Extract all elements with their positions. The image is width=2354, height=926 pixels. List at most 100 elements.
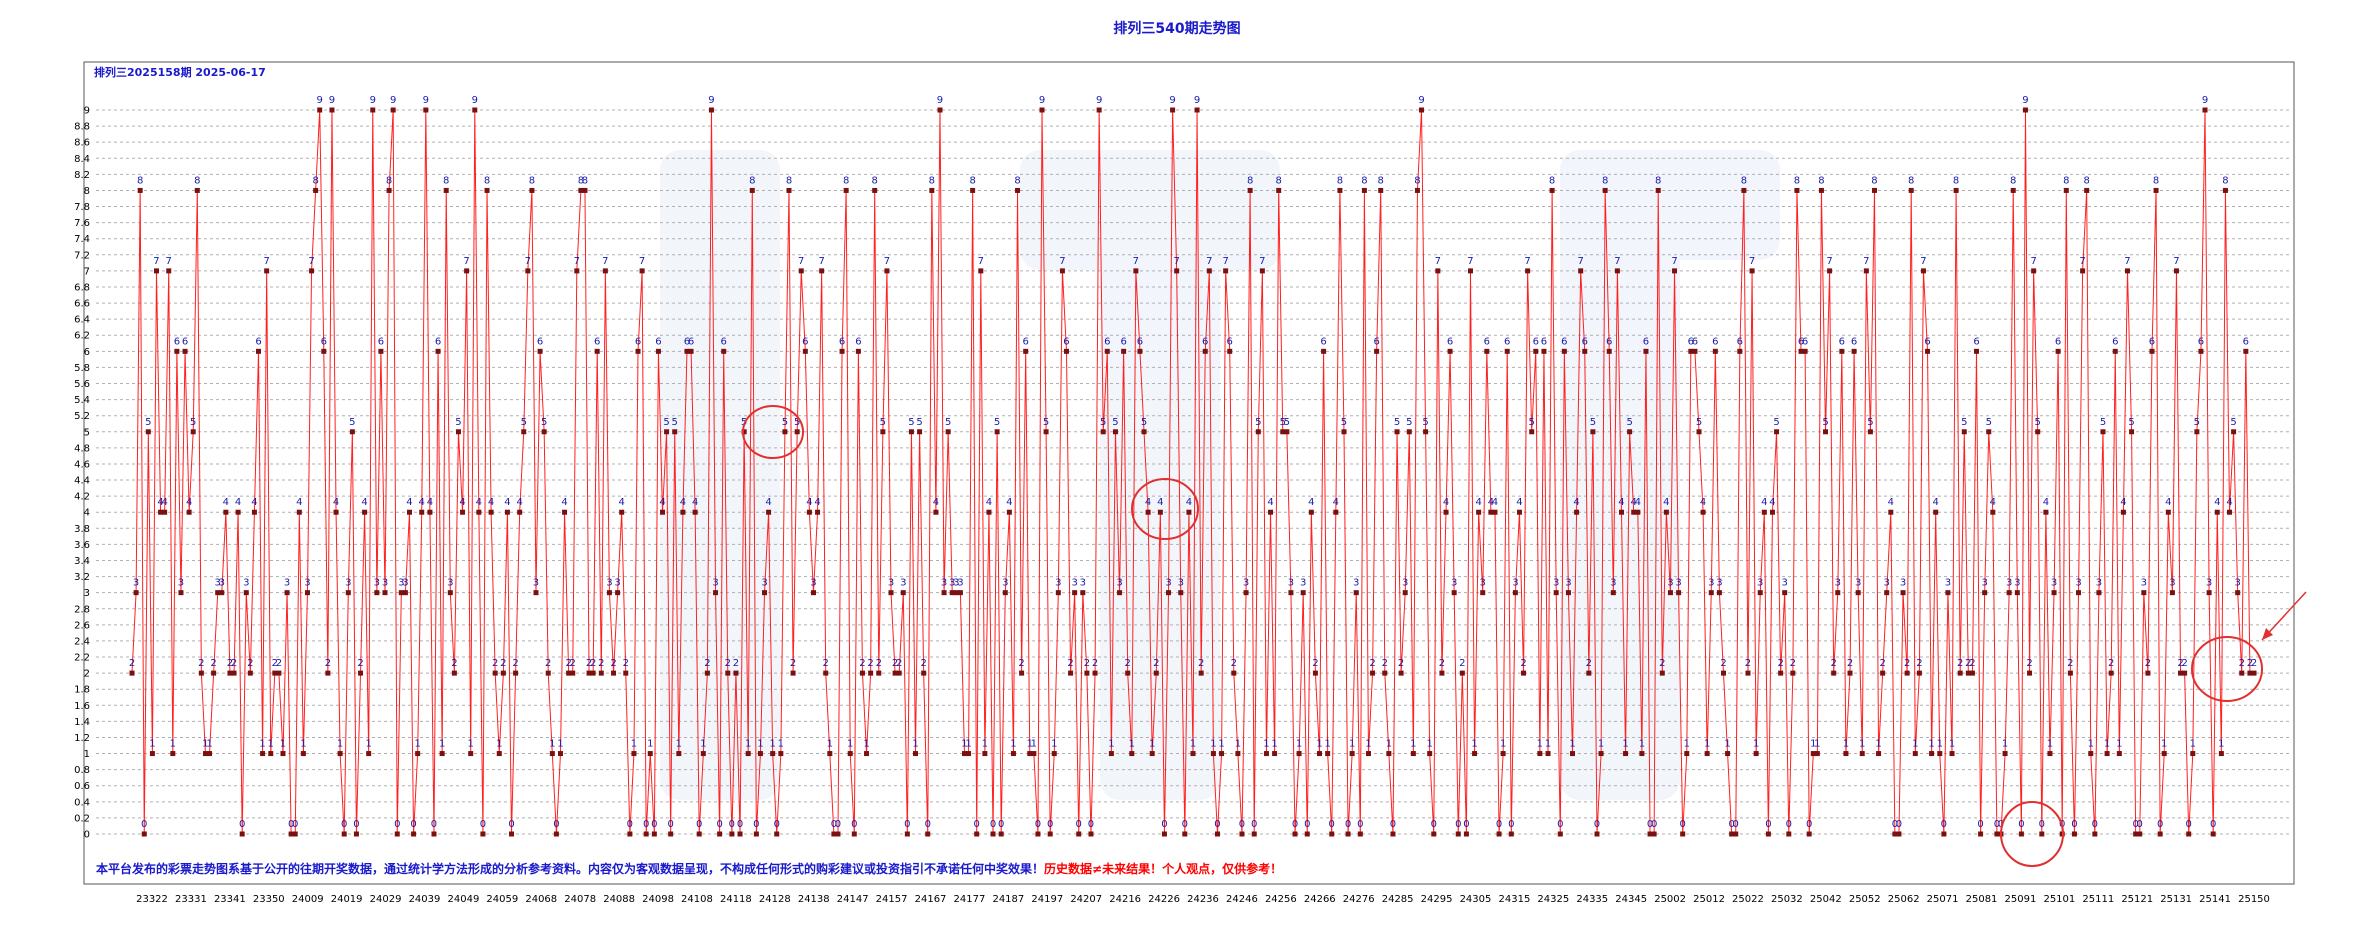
data-label: 2 (227, 658, 233, 669)
data-label: 5 (1394, 417, 1400, 428)
data-label: 0 (974, 819, 980, 830)
data-point (1341, 429, 1347, 435)
data-label: 0 (2157, 819, 2163, 830)
data-point (1259, 268, 1265, 274)
data-point (2002, 751, 2008, 757)
data-label: 1 (1365, 739, 1371, 750)
data-point (447, 590, 453, 596)
data-point (1027, 751, 1033, 757)
data-label: 7 (263, 256, 269, 267)
data-point (1439, 670, 1445, 676)
data-point (1659, 670, 1665, 676)
data-label: 0 (1251, 819, 1257, 830)
data-point (1398, 670, 1404, 676)
data-point (2116, 751, 2122, 757)
data-point (806, 509, 812, 515)
data-point (1680, 831, 1686, 837)
data-label: 5 (2035, 417, 2041, 428)
data-point (2194, 429, 2200, 435)
data-point (1606, 348, 1612, 354)
data-label: 7 (818, 256, 824, 267)
data-label: 3 (1675, 578, 1681, 589)
data-label: 8 (1908, 175, 1914, 186)
data-point (2161, 751, 2167, 757)
data-point (961, 751, 967, 757)
data-point (953, 590, 959, 596)
data-point (2076, 590, 2082, 596)
data-label: 8 (443, 175, 449, 186)
data-label: 4 (1635, 497, 1641, 508)
data-label: 0 (651, 819, 657, 830)
data-point (1733, 831, 1739, 837)
data-point (227, 670, 233, 676)
data-point (1590, 429, 1596, 435)
data-point (1153, 670, 1159, 676)
data-label: 4 (1443, 497, 1449, 508)
data-label: 3 (606, 578, 612, 589)
data-point (2239, 670, 2245, 676)
data-point (1741, 187, 1747, 193)
data-label: 2 (198, 658, 204, 669)
data-point (892, 670, 898, 676)
data-label: 1 (557, 739, 563, 750)
data-label: 3 (1055, 578, 1061, 589)
data-label: 1 (149, 739, 155, 750)
data-point (684, 348, 690, 354)
data-label: 1 (676, 739, 682, 750)
data-label: 1 (1051, 739, 1057, 750)
x-tick-label: 24246 (1226, 894, 1258, 905)
data-point (1570, 751, 1576, 757)
data-point (1965, 670, 1971, 676)
x-tick-label: 24256 (1265, 894, 1297, 905)
data-point (692, 509, 698, 515)
data-point (749, 187, 755, 193)
x-tick-label: 25150 (2238, 894, 2270, 905)
data-point (1725, 751, 1731, 757)
data-point (411, 831, 417, 837)
data-label: 8 (1414, 175, 1420, 186)
data-point (178, 590, 184, 596)
data-label: 6 (1798, 336, 1804, 347)
data-label: 4 (1006, 497, 1012, 508)
data-point (1133, 268, 1139, 274)
data-label: 9 (1096, 95, 1102, 106)
data-label: 6 (684, 336, 690, 347)
data-point (1161, 831, 1167, 837)
data-label: 5 (1822, 417, 1828, 428)
data-label: 0 (1508, 819, 1514, 830)
data-point (578, 187, 584, 193)
data-label: 1 (1928, 739, 1934, 750)
data-label: 3 (1243, 578, 1249, 589)
data-point (1594, 831, 1600, 837)
data-label: 7 (1614, 256, 1620, 267)
data-label: 2 (623, 658, 629, 669)
data-point (982, 751, 988, 757)
data-label: 0 (1594, 819, 1600, 830)
x-tick-label: 24305 (1460, 894, 1492, 905)
data-label: 1 (365, 739, 371, 750)
data-label: 0 (904, 819, 910, 830)
data-label: 4 (427, 497, 433, 508)
data-point (1084, 670, 1090, 676)
data-label: 6 (1802, 336, 1808, 347)
data-point (733, 670, 739, 676)
data-label: 1 (778, 739, 784, 750)
data-point (970, 187, 976, 193)
data-point (1790, 670, 1796, 676)
x-tick-label: 24276 (1343, 894, 1375, 905)
data-point (288, 831, 294, 837)
data-point (2067, 670, 2073, 676)
data-label: 7 (1133, 256, 1139, 267)
data-point (2051, 590, 2057, 596)
data-label: 1 (1875, 739, 1881, 750)
data-point (1859, 751, 1865, 757)
data-point (1374, 348, 1380, 354)
data-label: 1 (2088, 739, 2094, 750)
data-point (676, 751, 682, 757)
data-point (725, 670, 731, 676)
data-label: 1 (1569, 739, 1575, 750)
data-point (1496, 831, 1502, 837)
data-point (321, 348, 327, 354)
y-tick-label: 2.8 (74, 604, 90, 615)
data-point (1941, 831, 1947, 837)
